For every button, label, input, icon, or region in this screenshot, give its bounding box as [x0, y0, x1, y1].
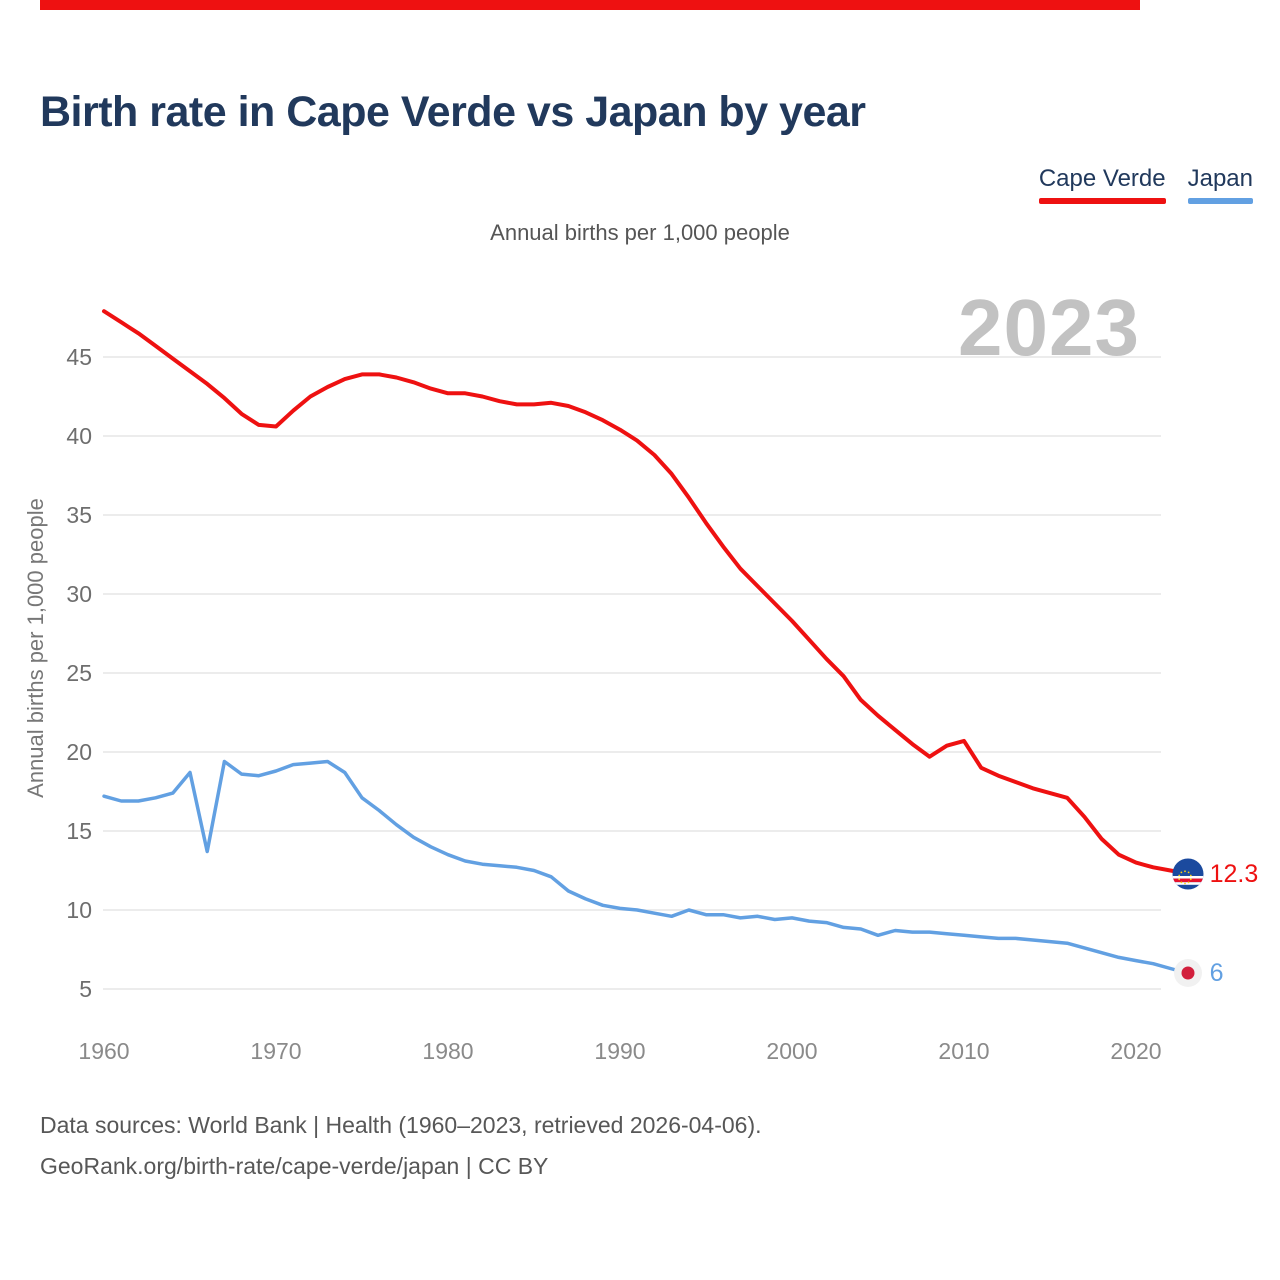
footer-line-2[interactable]: GeoRank.org/birth-rate/cape-verde/japan …: [40, 1153, 549, 1179]
legend-label-japan: Japan: [1187, 165, 1253, 192]
top-accent-bar: [40, 0, 1140, 10]
line-cape-verde: [102, 309, 1190, 876]
watermark-year: 2023: [958, 283, 1140, 372]
y-tick-label: 45: [66, 344, 92, 370]
y-tick-label: 10: [66, 897, 92, 923]
footer-line-1: Data sources: World Bank | Health (1960–…: [40, 1112, 762, 1138]
y-tick-label: 30: [66, 581, 92, 607]
legend: Cape Verde Japan: [1038, 165, 1253, 204]
japan-end-value: 6: [1209, 959, 1224, 988]
y-tick-label: 20: [66, 739, 92, 765]
y-tick-label: 25: [66, 660, 92, 686]
legend-underline-japan: [1187, 198, 1253, 204]
legend-underline-cape-verde: [1038, 198, 1166, 204]
cape-verde-flag-icon: [1172, 858, 1204, 890]
page-title: Birth rate in Cape Verde vs Japan by yea…: [40, 88, 866, 136]
legend-item-cape-verde[interactable]: Cape Verde: [1038, 165, 1166, 204]
y-tick-label: 5: [79, 976, 92, 1002]
cape-verde-end-value: 12.3: [1209, 859, 1259, 888]
chart-subtitle: Annual births per 1,000 people: [490, 220, 790, 245]
x-tick-label: 2010: [938, 1038, 990, 1064]
x-tick-label: 1980: [422, 1038, 474, 1064]
y-tick-label: 35: [66, 502, 92, 528]
x-tick-label: 2000: [766, 1038, 818, 1064]
y-tick-label: 15: [66, 818, 92, 844]
source-footer: Data sources: World Bank | Health (1960–…: [40, 1105, 762, 1187]
legend-item-japan[interactable]: Japan: [1187, 165, 1253, 204]
legend-label-cape-verde: Cape Verde: [1038, 165, 1166, 192]
x-tick-label: 1960: [78, 1038, 130, 1064]
y-tick-label: 40: [66, 423, 92, 449]
japan-flag-icon: [1173, 959, 1202, 988]
line-japan: [102, 759, 1190, 975]
x-tick-label: 1990: [594, 1038, 646, 1064]
x-tick-label: 1970: [250, 1038, 302, 1064]
x-tick-label: 2020: [1110, 1038, 1162, 1064]
